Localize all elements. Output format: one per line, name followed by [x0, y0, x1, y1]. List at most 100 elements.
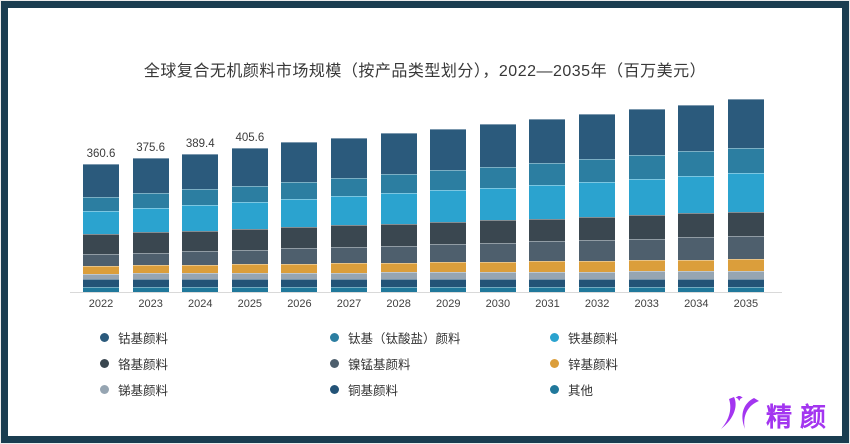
- bar-segment: [281, 227, 318, 249]
- bar-column-2034: [678, 105, 715, 292]
- bar-segment: [281, 142, 318, 182]
- bar-segment: [231, 264, 268, 273]
- bar-column-2023: 375.6: [132, 142, 169, 292]
- bar-stack: [479, 123, 516, 292]
- bar-segment: [331, 196, 368, 226]
- x-tick-label: 2029: [436, 298, 461, 310]
- bar-segment: [727, 259, 764, 272]
- bar-segment: [83, 253, 119, 266]
- bar-segment: [628, 215, 665, 239]
- x-tick-label: 2028: [386, 298, 411, 310]
- legend-item: 钴基颜料: [100, 329, 168, 346]
- legend-label: 锑基颜料: [118, 384, 169, 398]
- bar-segment: [678, 271, 715, 280]
- bar-segment: [727, 279, 764, 288]
- bar-segment: [331, 137, 368, 179]
- legend-dot-icon: [100, 333, 109, 342]
- legend-dot-icon: [550, 385, 559, 394]
- bar-column-2024: 389.4: [182, 138, 219, 292]
- bar-segment: [281, 272, 318, 280]
- bar-segment: [430, 128, 467, 171]
- bar-segment: [727, 235, 764, 260]
- bar-segment: [132, 193, 169, 208]
- bar-stack: [727, 98, 764, 292]
- bar-segment: [182, 204, 219, 231]
- brand-watermark: 精颜: [718, 394, 834, 435]
- legend-item: 镍锰基颜料: [330, 355, 461, 372]
- x-tick-label: 2026: [287, 298, 312, 310]
- bar-stack: 389.4: [182, 138, 219, 292]
- bar-segment: [628, 109, 665, 156]
- bar-segment: [579, 271, 616, 280]
- bar-segment: [430, 272, 467, 280]
- bar-segment: [380, 287, 417, 292]
- plot-area: 360.6 375.6 389.4 405.6: [83, 92, 764, 292]
- bar-segment: [479, 279, 516, 288]
- bar-segment: [281, 181, 318, 200]
- bar-segment: [380, 174, 417, 194]
- bar-segment: [430, 244, 467, 263]
- bar-segment: [281, 279, 318, 288]
- x-axis-labels: 2022 2023 2024 2025 2026 2027 2028 2029 2030 2031…: [83, 298, 764, 310]
- legend-column-2: 钛基（钛酸盐）颜料 镍锰基颜料铜基颜料: [330, 329, 461, 398]
- legend: 钴基颜料 铬基颜料 锑基颜料 钛基（钛酸盐）颜料 镍锰基颜料 铜基颜料 铁基颜料 锌基颜料…: [0, 329, 850, 409]
- bar-segment: [430, 262, 467, 273]
- bar-segment: [430, 279, 467, 288]
- bar-segment: [579, 239, 616, 261]
- bar-segment: [331, 247, 368, 264]
- bar-stack: [430, 128, 467, 292]
- legend-label: 镍锰基颜料: [348, 358, 411, 372]
- bar-segment: [331, 287, 368, 292]
- bar-segment: [281, 248, 318, 264]
- bar-segment: [529, 287, 566, 292]
- bar-segment: [132, 207, 169, 233]
- bar-stack: [628, 109, 665, 292]
- bar-segment: [529, 279, 566, 288]
- bar-segment: [678, 279, 715, 288]
- bar-segment: [579, 114, 616, 159]
- bar-segment: [281, 287, 318, 292]
- bar-segment: [132, 279, 169, 288]
- bar-segment: [182, 287, 219, 292]
- bar-segment: [479, 271, 516, 280]
- legend-item: 铜基颜料: [330, 381, 461, 398]
- bar-segment: [529, 162, 566, 185]
- legend-label: 铁基颜料: [568, 332, 619, 346]
- bar-segment: [132, 273, 169, 280]
- bar-segment: [132, 265, 169, 274]
- bar-segment: [678, 176, 715, 214]
- bar-segment: [579, 279, 616, 288]
- bar-segment: [628, 287, 665, 292]
- legend-item: 其他: [550, 381, 618, 398]
- bar-segment: [231, 201, 268, 229]
- bar-segment: [281, 199, 318, 228]
- bar-segment: [132, 252, 169, 266]
- bar-segment: [479, 261, 516, 272]
- bar-segment: [83, 210, 119, 235]
- legend-label: 铬基颜料: [118, 358, 169, 372]
- bar-segment: [83, 287, 119, 292]
- legend-dot-icon: [330, 333, 339, 342]
- bar-segment: [231, 287, 268, 292]
- bar-segment: [132, 158, 169, 194]
- x-tick-label: 2034: [684, 298, 709, 310]
- legend-dot-icon: [330, 385, 339, 394]
- bar-column-2029: [430, 128, 467, 292]
- bar-column-2031: [529, 118, 566, 292]
- bar-column-2035: [727, 98, 764, 292]
- bar-segment: [231, 279, 268, 288]
- bar-segment: [331, 272, 368, 280]
- bar-segment: [678, 213, 715, 238]
- bar-segment: [331, 225, 368, 247]
- legend-label: 钛基（钛酸盐）颜料: [348, 332, 461, 346]
- bar-total-label: 375.6: [136, 142, 165, 155]
- x-tick-label: 2025: [237, 298, 263, 310]
- bar-segment: [628, 279, 665, 288]
- bar-segment: [579, 260, 616, 272]
- legend-label: 钴基颜料: [118, 332, 169, 346]
- bar-segment: [83, 234, 119, 254]
- bar-segment: [231, 228, 268, 250]
- bar-stack: [331, 137, 368, 292]
- bar-segment: [727, 98, 764, 148]
- bar-segment: [380, 272, 417, 280]
